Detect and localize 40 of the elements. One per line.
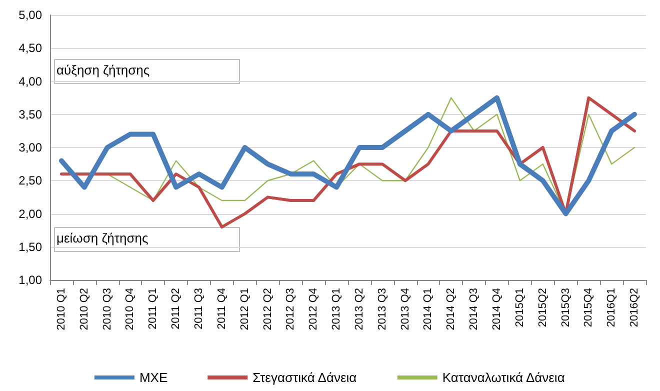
x-tick-label: 2012 Q1 xyxy=(238,288,251,330)
legend-label: Καταναλωτικά Δάνεια xyxy=(442,370,566,385)
y-tick-label: 2,00 xyxy=(18,206,42,221)
y-tick-label: 1,00 xyxy=(18,273,42,287)
y-tick-label: 4,50 xyxy=(18,41,42,56)
y-tick-label: 4,00 xyxy=(18,74,42,88)
x-tick-label: 2011 Q2 xyxy=(170,288,182,330)
x-tick-label: 2013 Q2 xyxy=(353,288,366,330)
x-tick-label: 2015Q2 xyxy=(536,288,549,328)
x-tick-label: 2011 Q4 xyxy=(216,288,228,330)
y-tick-label: 2,50 xyxy=(18,174,42,188)
x-tick-label: 2014 Q2 xyxy=(445,288,458,330)
x-tick-label: 2015Q4 xyxy=(582,288,595,328)
x-tick-label: 2014 Q1 xyxy=(422,288,434,330)
x-tick-label: 2013 Q3 xyxy=(376,288,388,330)
x-tick-label: 2010 Q1 xyxy=(55,288,68,330)
x-tick-label: 2015Q3 xyxy=(560,288,572,328)
annotation: μείωση ζήτησης xyxy=(56,230,148,246)
legend-label: Στεγαστικά Δάνεια xyxy=(252,370,358,385)
y-tick-label: 1,50 xyxy=(18,240,42,254)
x-tick-label: 2012 Q2 xyxy=(262,288,274,330)
x-tick-label: 2015Q1 xyxy=(514,288,526,328)
x-tick-label: 2010 Q4 xyxy=(124,288,136,330)
y-tick-label: 3,00 xyxy=(18,140,42,154)
x-tick-label: 2010 Q3 xyxy=(101,288,114,330)
x-tick-label: 2012 Q4 xyxy=(308,288,320,330)
x-tick-label: 2013 Q1 xyxy=(330,288,343,330)
x-tick-label: 2012 Q3 xyxy=(284,288,297,330)
legend-label: ΜΧΕ xyxy=(139,370,168,385)
x-tick-label: 2013 Q4 xyxy=(399,288,412,330)
annotation: αύξηση ζήτησης xyxy=(56,62,150,78)
x-tick-label: 2014 Q3 xyxy=(468,288,480,330)
x-tick-label: 2011 Q3 xyxy=(193,288,205,330)
x-tick-label: 2011 Q1 xyxy=(147,288,160,330)
x-tick-label: 2014 Q4 xyxy=(491,288,503,330)
y-tick-label: 5,00 xyxy=(18,8,42,22)
y-tick-label: 3,50 xyxy=(18,107,42,122)
x-tick-label: 2010 Q2 xyxy=(78,288,90,330)
x-tick-label: 2016Q2 xyxy=(628,288,641,328)
x-tick-label: 2016Q1 xyxy=(606,288,618,328)
